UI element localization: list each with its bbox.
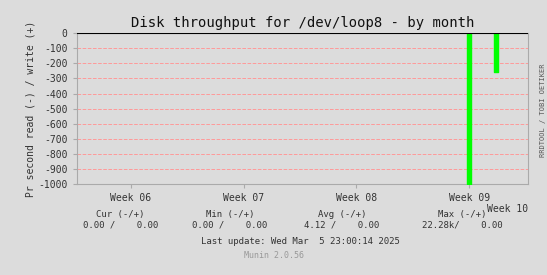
Title: Disk throughput for /dev/loop8 - by month: Disk throughput for /dev/loop8 - by mont… — [131, 16, 474, 31]
Text: Munin 2.0.56: Munin 2.0.56 — [243, 251, 304, 260]
Text: Min (-/+): Min (-/+) — [206, 210, 254, 219]
Y-axis label: Pr second read (-) / write (+): Pr second read (-) / write (+) — [25, 21, 36, 197]
Text: Week 10: Week 10 — [487, 204, 528, 214]
Text: 4.12 /    0.00: 4.12 / 0.00 — [304, 221, 380, 230]
Text: RRDTOOL / TOBI OETIKER: RRDTOOL / TOBI OETIKER — [540, 63, 546, 157]
Text: 0.00 /    0.00: 0.00 / 0.00 — [83, 221, 158, 230]
Text: Avg (-/+): Avg (-/+) — [318, 210, 366, 219]
Text: Cur (-/+): Cur (-/+) — [96, 210, 144, 219]
Text: Last update: Wed Mar  5 23:00:14 2025: Last update: Wed Mar 5 23:00:14 2025 — [201, 237, 400, 246]
Text: 22.28k/    0.00: 22.28k/ 0.00 — [422, 221, 503, 230]
Text: Max (-/+): Max (-/+) — [438, 210, 486, 219]
Text: 0.00 /    0.00: 0.00 / 0.00 — [192, 221, 267, 230]
